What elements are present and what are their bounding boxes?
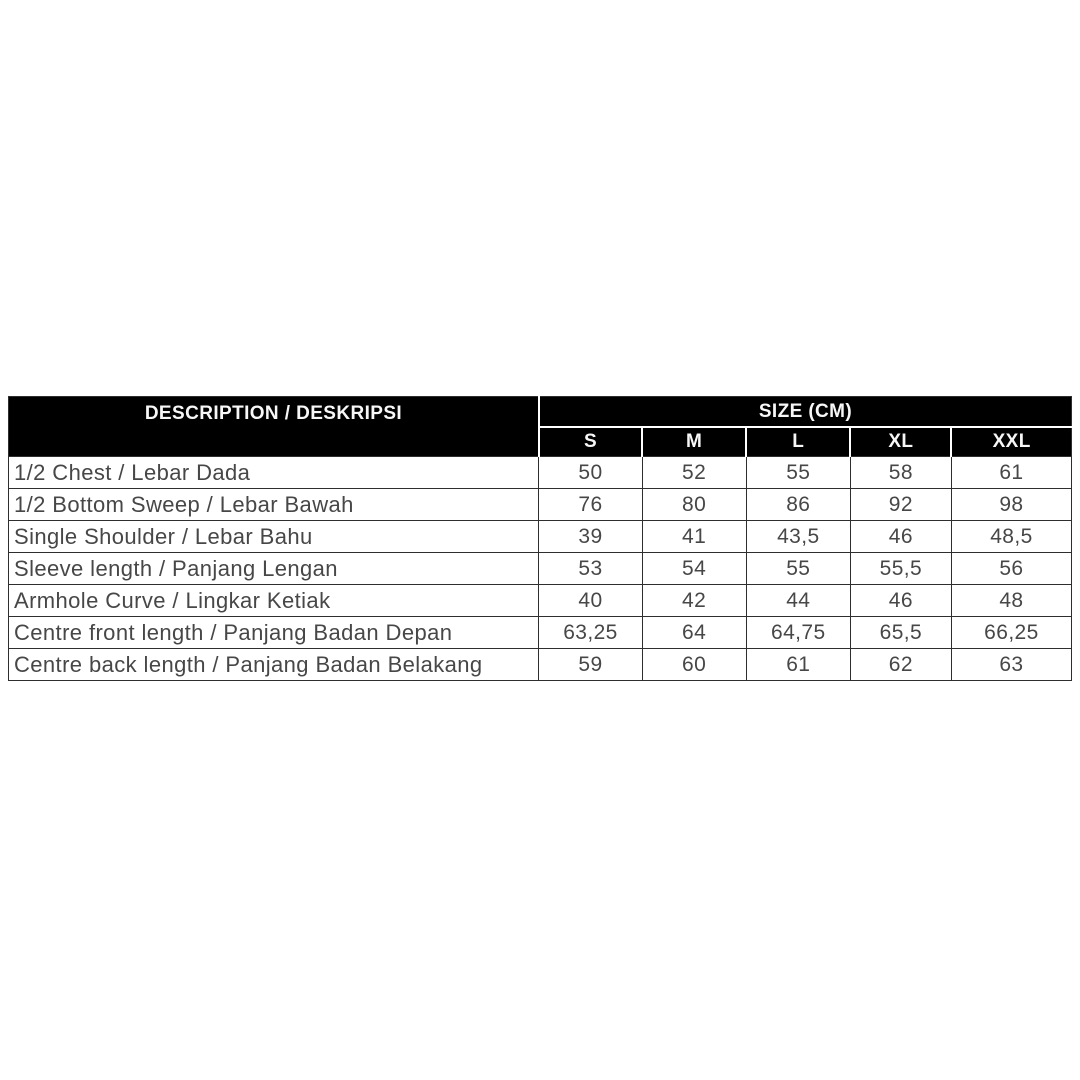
measurement-value: 44 xyxy=(745,584,851,617)
measurement-value: 63,25 xyxy=(538,616,643,649)
measurement-value: 60 xyxy=(641,648,747,681)
table-row: Sleeve length / Panjang Lengan 53 54 55 … xyxy=(7,552,1073,585)
measurement-label: 1/2 Chest / Lebar Dada xyxy=(7,456,540,489)
measurement-label: Sleeve length / Panjang Lengan xyxy=(7,552,540,585)
size-col-header-l: L xyxy=(745,427,851,457)
measurement-value: 86 xyxy=(745,488,851,521)
measurement-label: 1/2 Bottom Sweep / Lebar Bawah xyxy=(7,488,540,521)
measurement-value: 55 xyxy=(745,456,851,489)
measurement-value: 50 xyxy=(538,456,643,489)
measurement-value: 98 xyxy=(950,488,1073,521)
measurement-value: 76 xyxy=(538,488,643,521)
measurement-value: 63 xyxy=(950,648,1073,681)
size-col-header-xxl: XXL xyxy=(950,427,1072,457)
measurement-value: 46 xyxy=(849,520,952,553)
size-col-header-m: M xyxy=(641,427,747,457)
measurement-value: 64 xyxy=(641,616,747,649)
measurement-value: 48 xyxy=(950,584,1073,617)
table-row: Centre front length / Panjang Badan Depa… xyxy=(7,616,1073,649)
measurement-value: 52 xyxy=(641,456,747,489)
size-col-header-s: S xyxy=(537,427,643,457)
measurement-value: 65,5 xyxy=(849,616,952,649)
measurement-value: 66,25 xyxy=(950,616,1073,649)
measurement-value: 46 xyxy=(849,584,952,617)
measurement-value: 64,75 xyxy=(745,616,851,649)
measurement-value: 48,5 xyxy=(950,520,1073,553)
measurement-label: Armhole Curve / Lingkar Ketiak xyxy=(7,584,540,617)
measurement-value: 56 xyxy=(950,552,1073,585)
measurement-label: Single Shoulder / Lebar Bahu xyxy=(7,520,540,553)
header-row-sizes: S M L XL XXL xyxy=(9,427,1072,457)
table-row: 1/2 Chest / Lebar Dada 50 52 55 58 61 xyxy=(7,456,1073,489)
measurement-value: 62 xyxy=(849,648,952,681)
measurement-value: 41 xyxy=(641,520,747,553)
table-row: Armhole Curve / Lingkar Ketiak 40 42 44 … xyxy=(7,584,1073,617)
table-row: Centre back length / Panjang Badan Belak… xyxy=(7,648,1073,681)
header-row-group: DESCRIPTION / DESKRIPSI SIZE (CM) xyxy=(8,396,1072,457)
description-column-header: DESCRIPTION / DESKRIPSI xyxy=(8,396,540,457)
measurement-value: 43,5 xyxy=(745,520,851,553)
measurement-value: 59 xyxy=(538,648,643,681)
measurement-value: 39 xyxy=(538,520,643,553)
size-col-header-xl: XL xyxy=(849,427,952,457)
measurement-value: 55 xyxy=(745,552,851,585)
table-row: Single Shoulder / Lebar Bahu 39 41 43,5 … xyxy=(7,520,1073,553)
measurement-value: 58 xyxy=(849,456,952,489)
measurement-value: 80 xyxy=(641,488,747,521)
measurement-value: 55,5 xyxy=(849,552,952,585)
measurement-value: 53 xyxy=(538,552,643,585)
measurement-value: 92 xyxy=(849,488,952,521)
measurement-value: 54 xyxy=(641,552,747,585)
size-group-header: SIZE (CM) xyxy=(538,396,1072,428)
size-chart-table: DESCRIPTION / DESKRIPSI SIZE (CM) S M L … xyxy=(7,396,1073,681)
measurement-value: 40 xyxy=(538,584,643,617)
measurement-value: 42 xyxy=(641,584,747,617)
measurement-value: 61 xyxy=(950,456,1073,489)
table-row: 1/2 Bottom Sweep / Lebar Bawah 76 80 86 … xyxy=(7,488,1073,521)
measurement-label: Centre back length / Panjang Badan Belak… xyxy=(7,648,540,681)
measurement-label: Centre front length / Panjang Badan Depa… xyxy=(7,616,540,649)
measurement-value: 61 xyxy=(745,648,851,681)
